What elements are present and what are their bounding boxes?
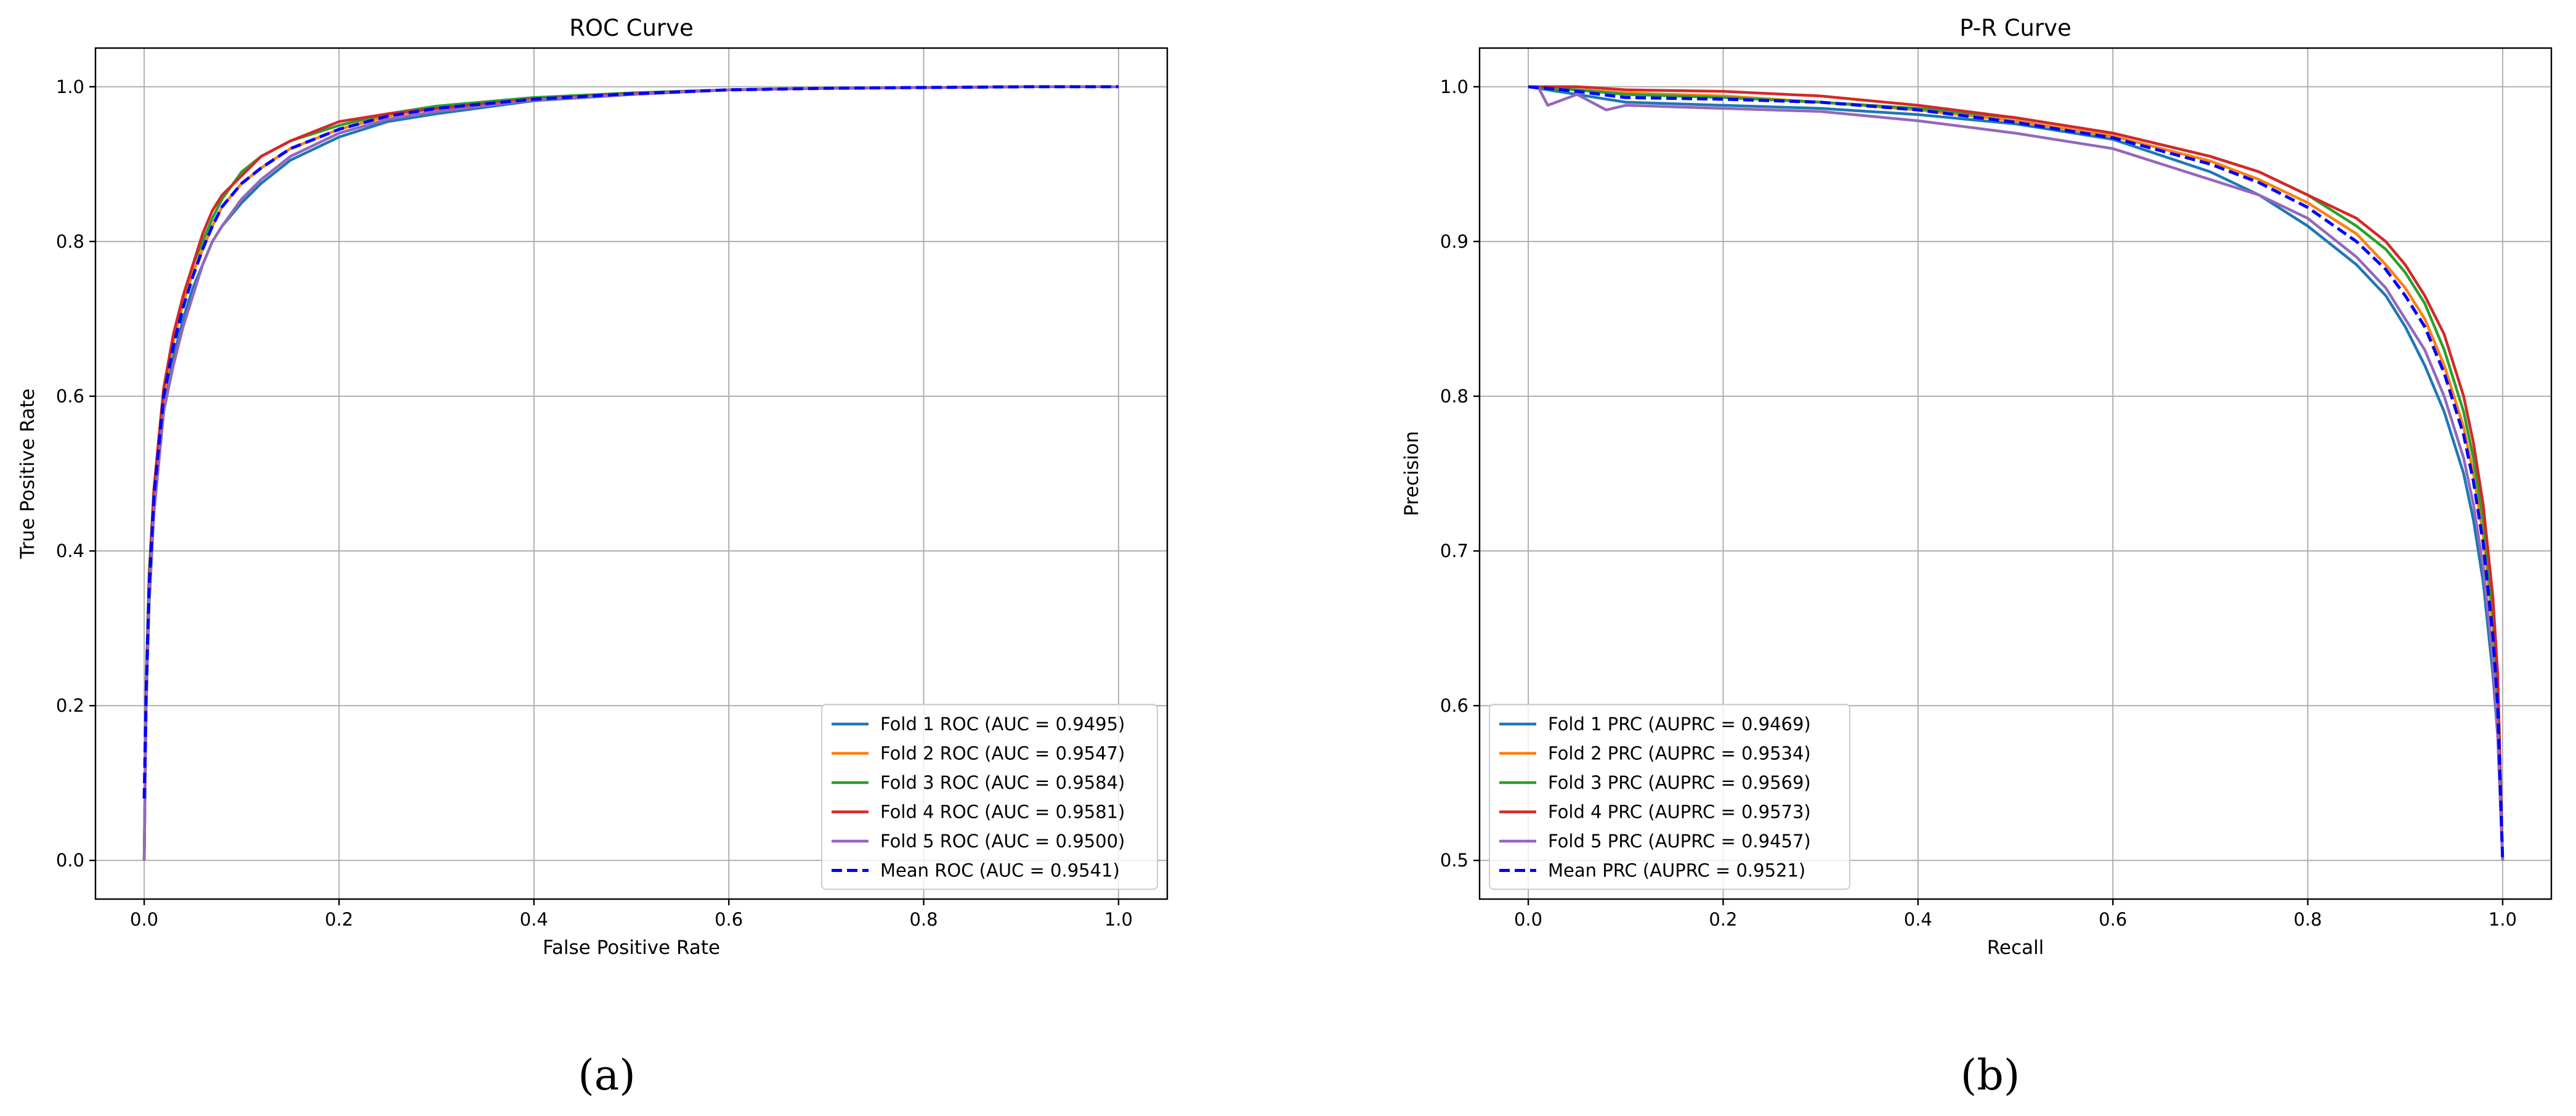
y-axis-label: Precision <box>1401 431 1423 516</box>
legend-entry-6: Mean PRC (AUPRC = 0.9521) <box>1548 860 1805 881</box>
series-line-5 <box>1528 85 2505 861</box>
chart-title: ROC Curve <box>569 15 694 41</box>
y-tick-label: 1.0 <box>1440 76 1468 97</box>
series-line-6 <box>142 85 1119 799</box>
legend-box <box>821 704 1158 890</box>
y-tick-label: 1.0 <box>56 76 84 97</box>
x-tick-label: 0.6 <box>2099 909 2127 930</box>
x-tick-label: 0.4 <box>1904 909 1932 930</box>
x-tick-label: 0.6 <box>715 909 743 930</box>
legend: Fold 1 ROC (AUC = 0.9495) Fold 2 ROC (AUC… <box>821 704 1158 890</box>
y-tick-label: 0.6 <box>56 386 84 407</box>
legend-entry-5: Fold 5 PRC (AUPRC = 0.9457) <box>1548 831 1811 852</box>
panel-caption: (a) <box>578 1051 636 1100</box>
panel-caption: (b) <box>1961 1051 2020 1100</box>
x-tick-label: 0.8 <box>909 909 938 930</box>
series-line-4 <box>1528 85 2505 861</box>
legend-entry-3: Fold 3 ROC (AUC = 0.9584) <box>880 772 1125 793</box>
series-line-1 <box>1528 85 2505 861</box>
x-tick-label: 0.2 <box>325 909 353 930</box>
chart-title: P-R Curve <box>1959 15 2071 41</box>
y-tick-label: 0.8 <box>56 231 84 252</box>
x-tick-label: 0.8 <box>2293 909 2322 930</box>
plot-frame <box>94 47 1169 900</box>
legend-entry-4: Fold 4 ROC (AUC = 0.9581) <box>880 802 1125 823</box>
legend-box <box>1489 704 1850 890</box>
x-axis-label: Recall <box>1987 937 2044 959</box>
y-tick-label: 0.6 <box>1440 695 1468 716</box>
x-tick-label: 0.4 <box>520 909 548 930</box>
x-tick-label: 0.2 <box>1709 909 1737 930</box>
series-line-6 <box>1528 85 2505 861</box>
legend-entry-1: Fold 1 ROC (AUC = 0.9495) <box>880 714 1125 735</box>
roc-chart-panel: 0.0 0.2 0.4 0.6 0.8 1.0 0.0 0.2 0.4 0.6 0.8 1.0 ROC … <box>17 15 1169 1100</box>
legend-entry-5: Fold 5 ROC (AUC = 0.9500) <box>880 831 1125 852</box>
x-tick-label: 0.0 <box>1514 909 1542 930</box>
series-group <box>142 85 1119 861</box>
legend-entry-2: Fold 2 PRC (AUPRC = 0.9534) <box>1548 743 1811 764</box>
x-tick-label: 1.0 <box>2489 909 2517 930</box>
y-tick-label: 0.4 <box>56 540 84 561</box>
y-axis-label: True Positive Rate <box>17 388 39 559</box>
y-tick-label: 0.5 <box>1440 850 1468 871</box>
y-tick-label: 0.8 <box>1440 386 1468 407</box>
legend: Fold 1 PRC (AUPRC = 0.9469) Fold 2 PRC (A… <box>1489 704 1850 890</box>
legend-entry-6: Mean ROC (AUC = 0.9541) <box>880 860 1120 881</box>
legend-entry-2: Fold 2 ROC (AUC = 0.9547) <box>880 743 1125 764</box>
x-tick-label: 1.0 <box>1104 909 1133 930</box>
y-tick-label: 0.7 <box>1440 540 1468 561</box>
y-tick-label: 0.0 <box>56 850 84 871</box>
y-tick-label: 0.2 <box>56 695 84 716</box>
x-tick-label: 0.0 <box>130 909 158 930</box>
pr-chart-panel: 0.0 0.2 0.4 0.6 0.8 1.0 0.5 0.6 0.7 0.8 0.9 1.0 P-R … <box>1401 15 2553 1100</box>
legend-entry-1: Fold 1 PRC (AUPRC = 0.9469) <box>1548 714 1811 735</box>
legend-entry-4: Fold 4 PRC (AUPRC = 0.9573) <box>1548 802 1811 823</box>
x-axis-label: False Positive Rate <box>543 937 720 959</box>
legend-entry-3: Fold 3 PRC (AUPRC = 0.9569) <box>1548 772 1811 793</box>
plot-frame <box>1478 47 2553 900</box>
y-tick-label: 0.9 <box>1440 231 1468 252</box>
series-group <box>1528 85 2505 861</box>
